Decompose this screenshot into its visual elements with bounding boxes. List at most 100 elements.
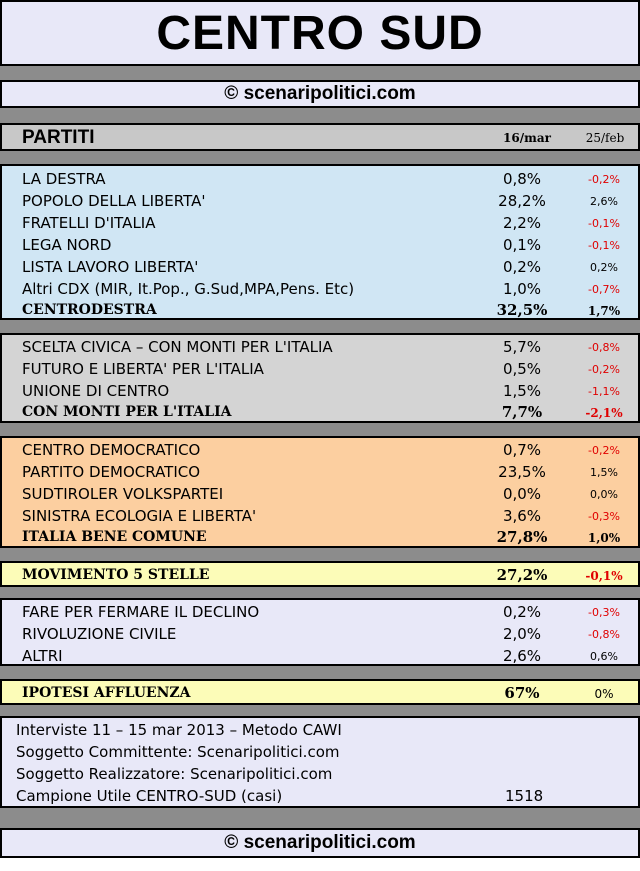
table-header: PARTITI 16/mar 25/feb xyxy=(0,123,640,151)
value-change: -0,1% xyxy=(588,217,620,230)
party-name: Altri CDX (MIR, It.Pop., G.Sud,MPA,Pens.… xyxy=(22,280,355,298)
value-current: 2,2% xyxy=(502,214,542,232)
table-row: POPOLO DELLA LIBERTA' 28,2% 2,6% xyxy=(2,190,638,212)
table-row: PARTITO DEMOCRATICO 23,5% 1,5% xyxy=(2,461,638,483)
value-change: -1,1% xyxy=(588,385,620,398)
value-current: 27,8% xyxy=(496,528,548,546)
value-change: -0,8% xyxy=(588,341,620,354)
header-col-current: 16/mar xyxy=(503,131,551,145)
party-name: LISTA LAVORO LIBERTA' xyxy=(22,258,199,276)
separator xyxy=(0,548,640,561)
value-change: 0,6% xyxy=(590,650,618,663)
party-name: MOVIMENTO 5 STELLE xyxy=(22,567,210,583)
value-current: 0,8% xyxy=(502,170,542,188)
value-current: 1,5% xyxy=(502,382,542,400)
party-name: CENTRO DEMOCRATICO xyxy=(22,441,201,459)
value-current: 0,1% xyxy=(502,236,542,254)
value-change: -2,1% xyxy=(585,406,623,420)
coalition-name: ITALIA BENE COMUNE xyxy=(22,529,207,545)
value-change: -0,3% xyxy=(588,510,620,523)
table-row: UNIONE DI CENTRO 1,5% -1,1% xyxy=(2,380,638,402)
survey-producer: Soggetto Realizzatore: Scenaripolitici.c… xyxy=(16,765,333,783)
centrodestra-block: LA DESTRA 0,8% -0,2% POPOLO DELLA LIBERT… xyxy=(0,164,640,320)
value-current: 0,5% xyxy=(502,360,542,378)
value-change: -0,2% xyxy=(588,444,620,457)
party-name: SUDTIROLER VOLKSPARTEI xyxy=(22,485,224,503)
value-current: 1,0% xyxy=(502,280,542,298)
value-change: 1,7% xyxy=(587,304,621,318)
coalition-name: CON MONTI PER L'ITALIA xyxy=(22,404,232,420)
value-change: 0,0% xyxy=(590,488,618,501)
value-current: 0,2% xyxy=(502,603,542,621)
total-row: CON MONTI PER L'ITALIA 7,7% -2,1% xyxy=(2,401,638,423)
coalition-name: CENTRODESTRA xyxy=(22,302,157,318)
separator xyxy=(0,705,640,716)
value-change: -0,3% xyxy=(588,606,620,619)
value-current: 0,0% xyxy=(502,485,542,503)
site-banner-top: © scenaripolitici.com xyxy=(0,80,640,108)
value-current: 0,7% xyxy=(502,441,542,459)
party-name: SCELTA CIVICA – CON MONTI PER L'ITALIA xyxy=(22,338,333,356)
separator xyxy=(0,808,640,828)
value-current: 23,5% xyxy=(498,463,546,481)
monti-block: SCELTA CIVICA – CON MONTI PER L'ITALIA 5… xyxy=(0,333,640,423)
turnout-label: IPOTESI AFFLUENZA xyxy=(22,685,191,701)
value-current: 28,2% xyxy=(498,192,546,210)
value-change: -0,1% xyxy=(588,239,620,252)
value-change: -0,2% xyxy=(588,363,620,376)
table-row: FUTURO E LIBERTA' PER L'ITALIA 0,5% -0,2… xyxy=(2,358,638,380)
total-row: ITALIA BENE COMUNE 27,8% 1,0% xyxy=(2,526,638,548)
party-name: PARTITO DEMOCRATICO xyxy=(22,463,201,481)
value-current: 7,7% xyxy=(501,403,543,421)
affluenza-block: IPOTESI AFFLUENZA 67% 0% xyxy=(0,679,640,705)
site-banner-bottom: © scenaripolitici.com xyxy=(0,828,640,858)
table-row: RIVOLUZIONE CIVILE 2,0% -0,8% xyxy=(2,623,638,645)
value-change: -0,2% xyxy=(588,173,620,186)
survey-commissioner: Soggetto Committente: Scenaripolitici.co… xyxy=(16,743,340,761)
value-change: 0% xyxy=(594,687,614,701)
value-change: 1,0% xyxy=(587,531,621,545)
table-row: LA DESTRA 0,8% -0,2% xyxy=(2,168,638,190)
centrosinistra-block: CENTRO DEMOCRATICO 0,7% -0,2% PARTITO DE… xyxy=(0,436,640,548)
separator xyxy=(0,320,640,333)
separator xyxy=(0,151,640,164)
value-change: 0,2% xyxy=(590,261,618,274)
table-row: SUDTIROLER VOLKSPARTEI 0,0% 0,0% xyxy=(2,483,638,505)
value-current: 2,6% xyxy=(502,647,542,665)
survey-dates: Interviste 11 – 15 mar 2013 – Metodo CAW… xyxy=(16,721,342,739)
survey-sample-label: Campione Utile CENTRO-SUD (casi) xyxy=(16,787,283,805)
value-current: 2,0% xyxy=(502,625,542,643)
value-change: -0,7% xyxy=(588,283,620,296)
header-label: PARTITI xyxy=(22,127,95,148)
party-name: POPOLO DELLA LIBERTA' xyxy=(22,192,206,210)
value-current: 3,6% xyxy=(502,507,542,525)
m5s-block: MOVIMENTO 5 STELLE 27,2% -0,1% xyxy=(0,561,640,587)
party-name: FARE PER FERMARE IL DECLINO xyxy=(22,603,260,621)
value-change: 2,6% xyxy=(590,195,618,208)
survey-info-block: Interviste 11 – 15 mar 2013 – Metodo CAW… xyxy=(0,716,640,808)
total-row: IPOTESI AFFLUENZA 67% 0% xyxy=(2,682,638,704)
site-label: © scenaripolitici.com xyxy=(224,832,416,853)
table-row: LISTA LAVORO LIBERTA' 0,2% 0,2% xyxy=(2,256,638,278)
party-name: FUTURO E LIBERTA' PER L'ITALIA xyxy=(22,360,264,378)
header-col-previous: 25/feb xyxy=(585,131,625,145)
table-row: SINISTRA ECOLOGIA E LIBERTA' 3,6% -0,3% xyxy=(2,505,638,527)
value-change: -0,8% xyxy=(588,628,620,641)
title-box: CENTRO SUD xyxy=(0,0,640,66)
table-row: LEGA NORD 0,1% -0,1% xyxy=(2,234,638,256)
table-row: FRATELLI D'ITALIA 2,2% -0,1% xyxy=(2,212,638,234)
party-name: SINISTRA ECOLOGIA E LIBERTA' xyxy=(22,507,257,525)
altri-block: FARE PER FERMARE IL DECLINO 0,2% -0,3% R… xyxy=(0,598,640,666)
party-name: LEGA NORD xyxy=(22,236,112,254)
party-name: RIVOLUZIONE CIVILE xyxy=(22,625,177,643)
value-current: 0,2% xyxy=(502,258,542,276)
separator xyxy=(0,587,640,598)
value-change: -0,1% xyxy=(585,569,623,583)
page-title: CENTRO SUD xyxy=(156,6,484,60)
value-current: 27,2% xyxy=(496,566,548,584)
party-name: FRATELLI D'ITALIA xyxy=(22,214,156,232)
total-row: CENTRODESTRA 32,5% 1,7% xyxy=(2,299,638,321)
table-row: CENTRO DEMOCRATICO 0,7% -0,2% xyxy=(2,439,638,461)
table-row: SCELTA CIVICA – CON MONTI PER L'ITALIA 5… xyxy=(2,336,638,358)
table-row: Altri CDX (MIR, It.Pop., G.Sud,MPA,Pens.… xyxy=(2,278,638,300)
